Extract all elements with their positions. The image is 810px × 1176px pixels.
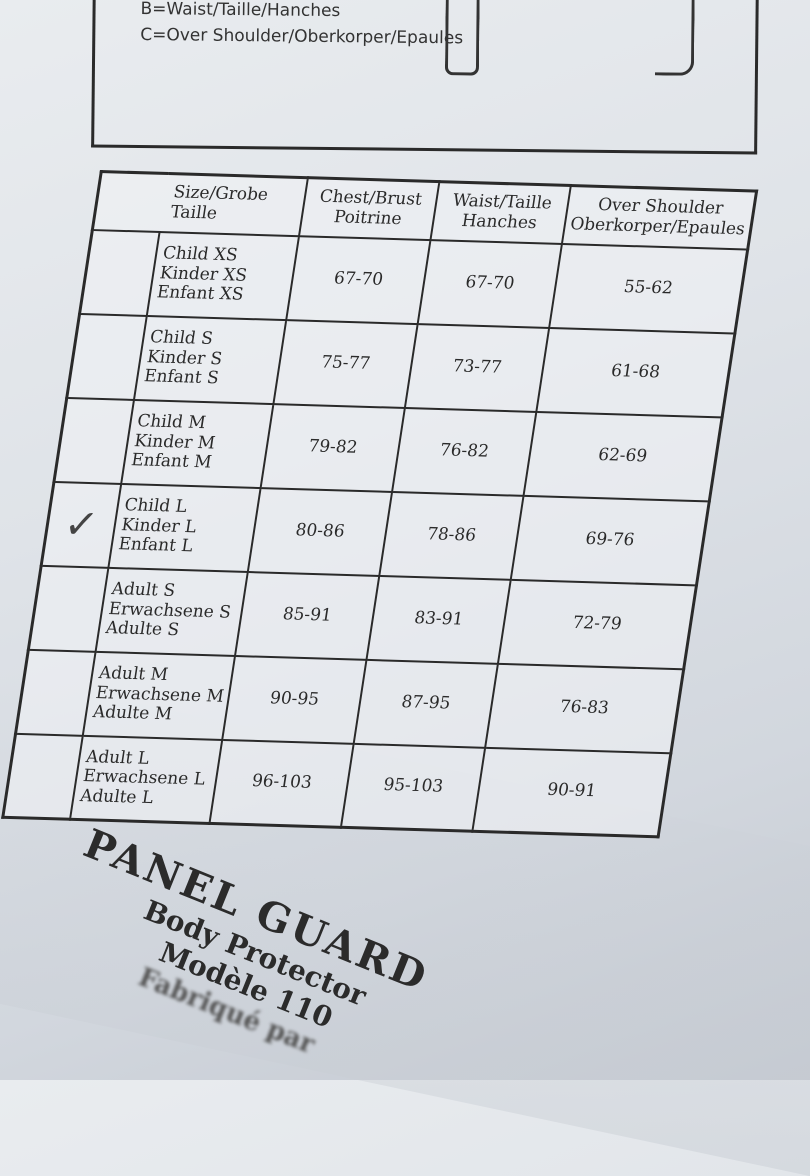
size-cell: Adult M Erwachsene M Adulte M — [82, 651, 236, 740]
chest-cell: 67-70 — [286, 235, 431, 324]
shoulder-cell: 90-91 — [472, 747, 671, 837]
measurement-legend: B=Waist/Taille/Hanches C=Over Shoulder/O… — [91, 0, 759, 155]
chest-cell: 85-91 — [235, 571, 380, 660]
size-cell: Child M Kinder M Enfant M — [120, 399, 274, 488]
shoulder-cell: 61-68 — [536, 327, 735, 417]
header-shoulder: Over Shoulder Oberkorper/Epaules — [562, 185, 757, 250]
shoulder-cell: 62-69 — [523, 411, 723, 501]
size-cell: Adult S Erwachsene S Adulte S — [95, 567, 248, 656]
chest-cell: 80-86 — [247, 487, 393, 576]
waist-cell: 73-77 — [404, 323, 550, 412]
size-cell: Adult L Erwachsene L Adulte L — [69, 735, 223, 824]
legend-waist: B=Waist/Taille/Hanches — [140, 0, 341, 22]
size-label: Enfant L — [117, 534, 195, 557]
size-label: Adulte L — [78, 785, 155, 809]
checkmark-icon: ✓ — [61, 500, 102, 548]
header-waist: Waist/Taille Hanches — [430, 181, 571, 244]
size-chart: Size/Grobe Taille Chest/Brust Poitrine Wai… — [1, 170, 759, 839]
chest-cell: 96-103 — [209, 739, 354, 828]
waist-cell: 78-86 — [379, 491, 524, 580]
chest-cell: 79-82 — [260, 403, 405, 492]
legend-shoulder: C=Over Shoulder/Oberkorper/Epaules — [140, 25, 464, 49]
chest-cell: 75-77 — [273, 319, 418, 408]
waist-cell: 83-91 — [366, 575, 511, 664]
waist-cell: 87-95 — [353, 659, 498, 748]
size-label: Adulte S — [104, 618, 181, 641]
shoulder-cell: 72-79 — [497, 579, 697, 669]
shoulder-cell: 55-62 — [549, 243, 748, 334]
body-figure-side-icon — [654, 0, 695, 76]
size-label: Adulte M — [91, 702, 174, 725]
size-cell: Child S Kinder S Enfant S — [133, 315, 287, 404]
size-cell: Child L Kinder L Enfant L — [108, 483, 261, 572]
size-label: Enfant M — [129, 450, 213, 473]
shoulder-cell: 76-83 — [485, 663, 684, 753]
chest-cell: 90-95 — [222, 655, 367, 744]
size-cell: Child XS Kinder XS Enfant XS — [146, 231, 300, 320]
size-label: Enfant XS — [155, 282, 245, 306]
waist-cell: 67-70 — [417, 239, 563, 328]
body-figure-icon — [444, 0, 480, 76]
waist-cell: 76-82 — [392, 407, 537, 496]
header-size: Size/Grobe Taille — [92, 171, 308, 236]
header-chest: Chest/Brust Poitrine — [299, 177, 440, 240]
waist-cell: 95-103 — [340, 743, 486, 832]
shoulder-cell: 69-76 — [510, 495, 710, 585]
size-label: Enfant S — [142, 366, 221, 389]
